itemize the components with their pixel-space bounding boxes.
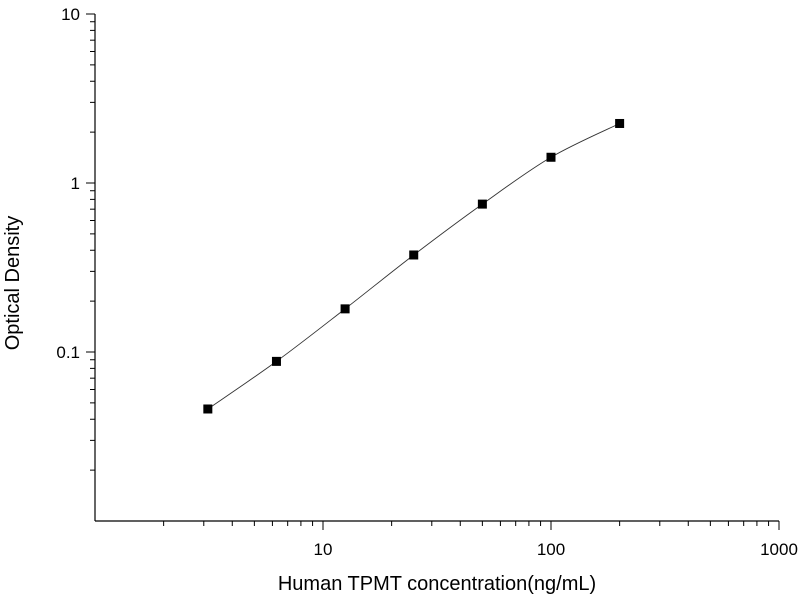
data-point-5 <box>477 199 487 209</box>
x-tick-label: 10 <box>314 540 333 559</box>
fit-curve <box>207 123 620 410</box>
data-point-3 <box>340 304 350 314</box>
y-tick-label: 10 <box>61 5 80 24</box>
ticks: 10 100 1000 0.1 1 10 <box>56 5 798 559</box>
x-tick-label: 1000 <box>760 540 798 559</box>
y-tick-label: 0.1 <box>56 343 80 362</box>
data-point-1 <box>203 404 213 414</box>
data-points <box>203 118 625 414</box>
fit-curve-layer <box>207 123 620 410</box>
x-tick-label: 100 <box>537 540 565 559</box>
y-tick-label: 1 <box>71 174 80 193</box>
data-point-2 <box>271 356 281 366</box>
data-point-4 <box>409 250 419 260</box>
data-point-7 <box>615 118 625 128</box>
axes <box>94 14 779 522</box>
data-point-6 <box>546 152 556 162</box>
y-axis-title: Optical Density <box>2 216 24 351</box>
x-axis-title: Human TPMT concentration(ng/mL) <box>278 573 596 595</box>
